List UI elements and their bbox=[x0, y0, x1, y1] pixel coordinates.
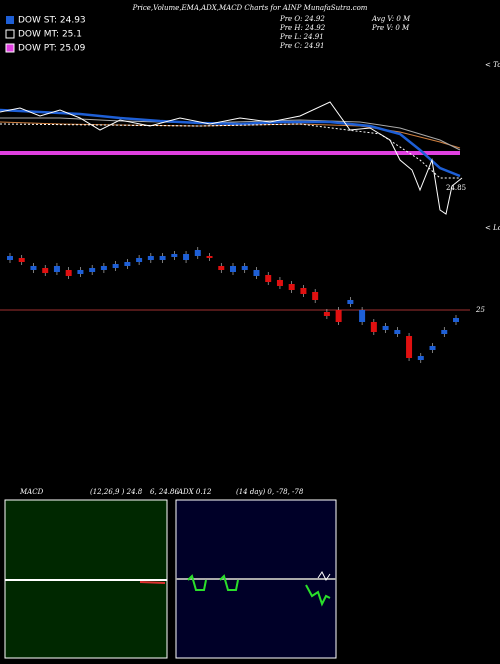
adx-minus bbox=[317, 571, 331, 581]
candle-body bbox=[159, 256, 166, 260]
candle-body bbox=[42, 268, 49, 273]
stat: Avg V: 0 M bbox=[371, 15, 411, 23]
candle-body bbox=[124, 262, 131, 266]
ema-line bbox=[0, 117, 461, 151]
legend-swatch bbox=[6, 16, 14, 24]
candle-body bbox=[300, 288, 307, 294]
adx-plus bbox=[187, 574, 331, 607]
dow-mt-line bbox=[0, 123, 460, 179]
candle-body bbox=[183, 254, 190, 260]
candle-body bbox=[18, 258, 25, 262]
candle-body bbox=[7, 256, 13, 260]
stat: Pre H: 24.92 bbox=[279, 24, 326, 32]
candle-body bbox=[100, 266, 107, 270]
stat: Pre V: 0 M bbox=[371, 24, 410, 32]
title: Price,Volume,EMA,ADX,MACD Charts for AIN… bbox=[132, 4, 368, 12]
candle-body bbox=[206, 256, 213, 258]
candle-body bbox=[112, 264, 119, 268]
stat: Pre C: 24.91 bbox=[279, 42, 324, 50]
candle-body bbox=[323, 312, 330, 316]
candle-body bbox=[77, 270, 84, 274]
candle-body bbox=[194, 250, 201, 256]
candle-body bbox=[276, 280, 283, 286]
candle-body bbox=[241, 266, 248, 270]
candle-body bbox=[253, 270, 260, 276]
stat: Pre O: 24.92 bbox=[279, 15, 325, 23]
candle-body bbox=[65, 270, 72, 276]
legend-item: DOW MT: 25.1 bbox=[18, 30, 82, 40]
y-tick-label: 25 bbox=[475, 306, 485, 314]
macd-values: (12,26,9 ) 24.8 bbox=[90, 488, 143, 496]
candle-body bbox=[30, 266, 37, 270]
candle-body bbox=[312, 292, 319, 300]
candle-body bbox=[417, 356, 424, 360]
candle-body bbox=[147, 256, 154, 260]
candle-body bbox=[429, 346, 436, 350]
candle-body bbox=[382, 326, 389, 330]
macd-label: MACD bbox=[19, 488, 44, 496]
candle-body bbox=[288, 284, 295, 290]
candle-body bbox=[335, 310, 342, 322]
candle-body bbox=[441, 330, 448, 334]
candle-body bbox=[265, 275, 272, 282]
candle-body bbox=[136, 258, 143, 262]
candle-body bbox=[347, 300, 354, 304]
candle-body bbox=[406, 336, 413, 358]
candle-body bbox=[394, 330, 401, 334]
candle-body bbox=[89, 268, 96, 272]
candle-body bbox=[218, 266, 225, 270]
price-label: 24.85 bbox=[446, 184, 466, 192]
candle-body bbox=[230, 266, 236, 272]
candle-body bbox=[359, 310, 366, 322]
lows-label: < Lows bbox=[485, 224, 500, 232]
legend-item: DOW PT: 25.09 bbox=[18, 44, 86, 54]
legend-swatch bbox=[5, 43, 15, 53]
legend-swatch bbox=[5, 29, 15, 39]
candle-body bbox=[453, 318, 459, 322]
adx-values: (14 day) 0, -78, -78 bbox=[236, 488, 304, 496]
candle-body bbox=[370, 322, 377, 332]
macd-values: 6, 24.86 bbox=[150, 488, 179, 496]
price-line bbox=[0, 101, 463, 215]
candle-body bbox=[171, 254, 178, 257]
tops-label: < Tops bbox=[485, 61, 500, 69]
adx-label: ADX 0.12 bbox=[177, 488, 212, 496]
legend-item: DOW ST: 24.93 bbox=[18, 16, 86, 26]
dow-st-line bbox=[0, 108, 461, 178]
stat: Pre L: 24.91 bbox=[279, 33, 324, 41]
macd-signal bbox=[139, 581, 166, 584]
ema-line bbox=[0, 121, 461, 149]
candle-body bbox=[53, 266, 60, 272]
